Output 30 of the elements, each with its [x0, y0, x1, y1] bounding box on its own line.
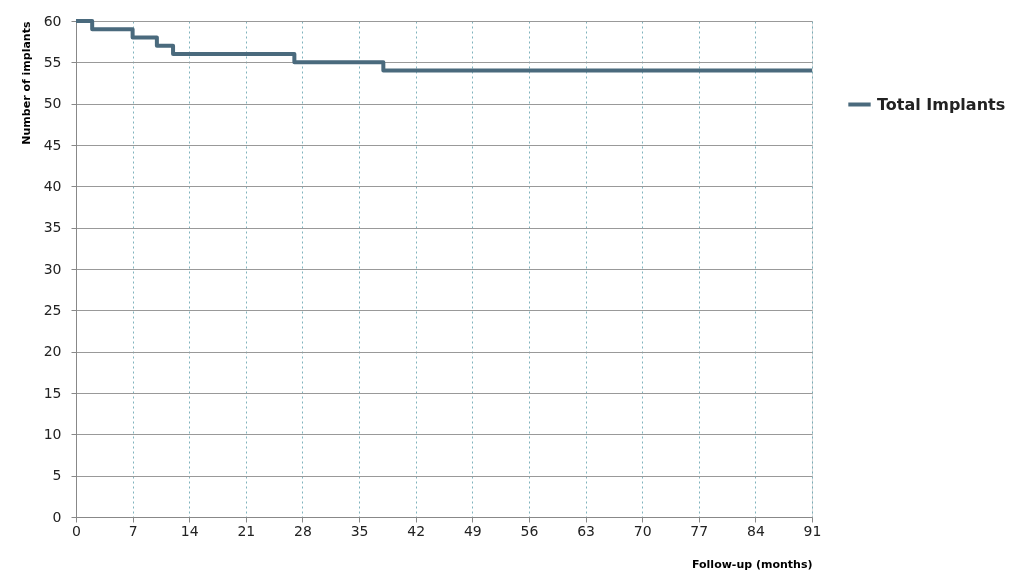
x-tick-label: 70 [633, 522, 652, 539]
x-tick-label: 63 [577, 522, 595, 539]
y-tick-label: 15 [43, 384, 62, 401]
x-tick-label: 14 [180, 522, 199, 539]
x-tick-label: 91 [803, 522, 822, 539]
x-tick-label: 49 [463, 522, 482, 539]
y-tick-label: 35 [43, 219, 62, 236]
y-tick-label: 10 [43, 425, 62, 442]
y-tick-label: 30 [43, 260, 62, 277]
y-tick-label: 55 [43, 53, 62, 70]
x-tick-label: 35 [350, 522, 369, 539]
y-tick-label: 40 [43, 177, 62, 194]
y-tick-label: 20 [43, 343, 62, 360]
x-tick-label: 42 [407, 522, 426, 539]
x-tick-label: 77 [690, 522, 709, 539]
y-tick-label: 0 [52, 508, 62, 525]
x-tick-label: 0 [72, 522, 81, 539]
legend-label: Total Implants [877, 94, 1006, 114]
x-tick-label: 7 [128, 522, 138, 539]
x-tick-label: 28 [294, 522, 312, 539]
y-axis-title: Number of implants [19, 21, 33, 145]
y-tick-label: 25 [43, 301, 62, 318]
y-tick-label: 50 [43, 95, 62, 112]
x-tick-label: 56 [520, 522, 539, 539]
x-tick-label: 21 [237, 522, 256, 539]
y-tick-label: 60 [43, 12, 62, 29]
y-tick-label: 45 [43, 136, 62, 153]
x-axis-title: Follow-up (months) [691, 557, 813, 571]
x-tick-label: 84 [746, 522, 765, 539]
y-tick-label: 5 [52, 467, 62, 484]
